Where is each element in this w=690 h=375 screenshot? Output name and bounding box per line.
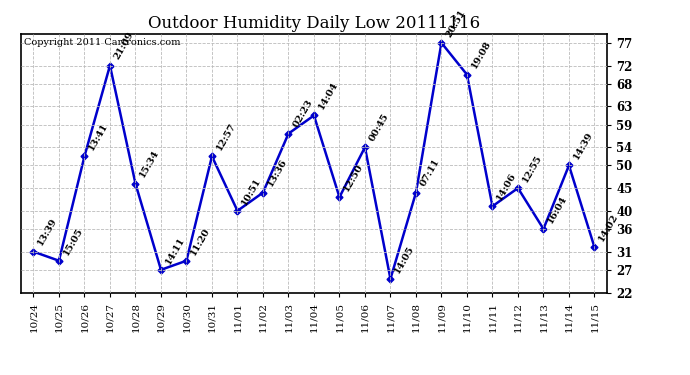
Text: 14:02: 14:02 [598,212,620,243]
Title: Outdoor Humidity Daily Low 20111116: Outdoor Humidity Daily Low 20111116 [148,15,480,32]
Text: Copyright 2011 Cartronics.com: Copyright 2011 Cartronics.com [23,38,180,46]
Text: 14:05: 14:05 [393,244,416,275]
Text: 15:34: 15:34 [138,148,161,179]
Text: 19:08: 19:08 [470,39,493,70]
Text: 14:11: 14:11 [164,235,186,266]
Text: 21:09: 21:09 [112,30,136,62]
Text: 13:39: 13:39 [37,217,59,248]
Text: 13:36: 13:36 [266,158,288,189]
Text: 14:04: 14:04 [317,80,339,111]
Text: 14:06: 14:06 [495,171,518,202]
Text: 13:41: 13:41 [87,122,110,152]
Text: 16:04: 16:04 [546,194,569,225]
Text: 12:55: 12:55 [521,153,544,184]
Text: 20:51: 20:51 [444,8,467,39]
Text: 07:11: 07:11 [419,158,442,189]
Text: 02:23: 02:23 [291,98,315,129]
Text: 12:57: 12:57 [215,122,238,152]
Text: 14:39: 14:39 [572,130,595,161]
Text: 11:20: 11:20 [189,226,213,256]
Text: 10:51: 10:51 [240,176,263,207]
Text: 12:50: 12:50 [342,162,365,193]
Text: 15:05: 15:05 [61,226,85,256]
Text: 00:45: 00:45 [368,112,391,143]
